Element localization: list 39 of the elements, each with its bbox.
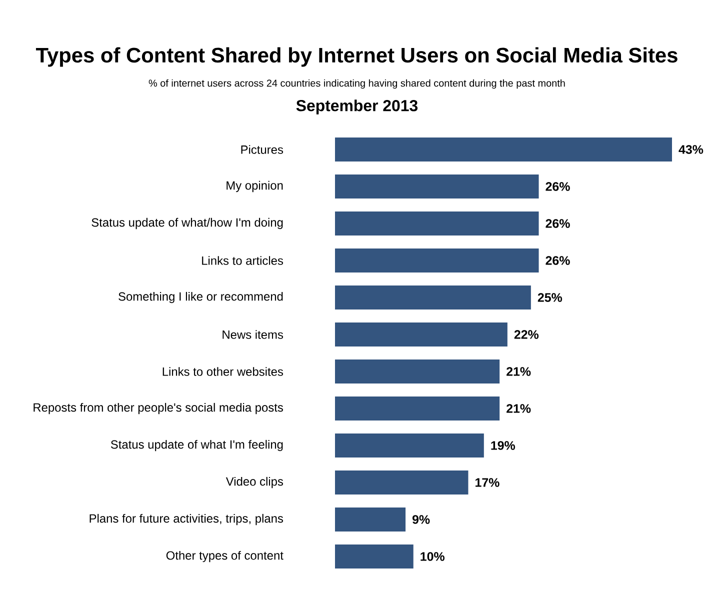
- chart-title: Types of Content Shared by Internet Users on Social Media Sites: [36, 47, 678, 67]
- bar: [335, 544, 414, 569]
- data-label: 19%: [491, 441, 516, 450]
- y-tick-label: Pictures: [241, 145, 284, 154]
- bar: [335, 322, 508, 347]
- data-label: 10%: [420, 552, 444, 561]
- y-tick-label: Status update of what/how I'm doing: [92, 218, 283, 230]
- y-tick-label: My opinion: [226, 180, 283, 192]
- chart-subtitle: % of internet users across 24 countries indicating having shared content during the past month: [148, 79, 565, 89]
- data-label: 21%: [506, 404, 531, 413]
- y-tick-label: Reposts from other people's social media posts: [34, 402, 283, 414]
- data-label: 9%: [412, 515, 430, 524]
- bar: [335, 248, 539, 273]
- y-tick-label: Something I like or recommend: [118, 292, 283, 304]
- data-label: 26%: [546, 219, 570, 228]
- data-label: 26%: [546, 182, 570, 191]
- y-tick-label: Links to other websites: [162, 367, 284, 376]
- data-label: 22%: [514, 330, 539, 339]
- bar: [335, 396, 500, 421]
- data-label: 21%: [506, 367, 531, 376]
- y-tick-label: Status update of what I'm feeling: [110, 440, 283, 452]
- data-label: 26%: [546, 256, 570, 265]
- data-label: 43%: [678, 145, 704, 154]
- bar: [335, 286, 531, 310]
- bar: [335, 508, 406, 532]
- bar: [335, 360, 500, 384]
- y-tick-label: Plans for future activities, trips, plans: [90, 514, 284, 526]
- bar: [335, 470, 468, 495]
- text: September 2013: [296, 100, 418, 114]
- y-tick-label: Links to articles: [202, 256, 284, 265]
- y-tick-label: News items: [222, 330, 284, 339]
- data-label: 25%: [538, 293, 562, 302]
- data-label: 17%: [476, 478, 500, 487]
- y-tick-label: Other types of content: [166, 550, 284, 562]
- bar: [335, 174, 539, 198]
- bar: [335, 138, 672, 162]
- y-tick-label: Video clips: [226, 476, 284, 488]
- bar: [335, 212, 539, 236]
- bar: [335, 434, 484, 458]
